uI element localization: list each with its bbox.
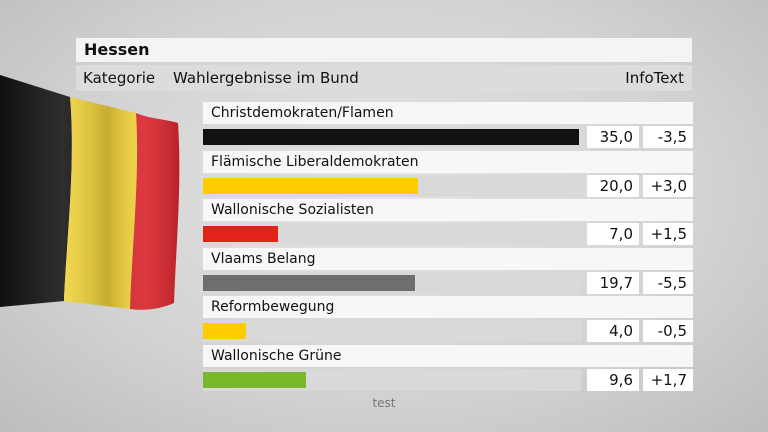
title-bar: Hessen <box>76 38 692 62</box>
change-label: +3,0 <box>643 174 693 197</box>
party-label: Wallonische Grüne <box>203 344 693 367</box>
chart-title: Wahlergebnisse im Bund <box>173 69 359 87</box>
page-title: Hessen <box>84 40 150 59</box>
result-row: Reformbewegung 4,0 -0,5 <box>203 296 693 343</box>
value-label: 19,7 <box>587 271 639 294</box>
result-row: Flämische Liberaldemokraten 20,0 +3,0 <box>203 150 693 198</box>
header-bar: Kategorie Wahlergebnisse im Bund InfoTex… <box>76 65 692 91</box>
value-label: 20,0 <box>587 174 639 197</box>
bar-track <box>203 368 581 391</box>
result-bar <box>203 226 278 242</box>
value-label: 4,0 <box>587 320 639 342</box>
result-row: Wallonische Grüne 9,6 +1,7 <box>203 344 693 392</box>
party-label: Christdemokraten/Flamen <box>203 102 693 124</box>
change-label: +1,7 <box>643 368 693 391</box>
party-label: Reformbewegung <box>203 296 693 318</box>
result-bar <box>203 371 306 388</box>
result-row: Christdemokraten/Flamen 35,0 -3,5 <box>203 102 693 149</box>
category-label: Kategorie <box>83 69 156 87</box>
bar-track <box>203 320 581 342</box>
bar-track <box>203 174 581 197</box>
bar-track <box>203 126 581 148</box>
bar-track <box>203 271 581 294</box>
result-bar <box>203 274 415 291</box>
belgium-flag-icon <box>0 75 180 310</box>
result-row: Vlaams Belang 19,7 -5,5 <box>203 247 693 295</box>
result-bar <box>203 177 418 194</box>
party-label: Wallonische Sozialisten <box>203 199 693 221</box>
result-bar <box>203 323 246 339</box>
footer-text: test <box>372 396 396 410</box>
value-label: 7,0 <box>587 223 639 245</box>
change-label: +1,5 <box>643 223 693 245</box>
party-label: Vlaams Belang <box>203 247 693 270</box>
result-row: Wallonische Sozialisten 7,0 +1,5 <box>203 199 693 246</box>
change-label: -5,5 <box>643 271 693 294</box>
result-bar <box>203 129 579 145</box>
party-label: Flämische Liberaldemokraten <box>203 150 693 173</box>
bar-track <box>203 223 581 245</box>
change-label: -0,5 <box>643 320 693 342</box>
info-label: InfoText <box>625 69 684 87</box>
value-label: 9,6 <box>587 368 639 391</box>
change-label: -3,5 <box>643 126 693 148</box>
value-label: 35,0 <box>587 126 639 148</box>
